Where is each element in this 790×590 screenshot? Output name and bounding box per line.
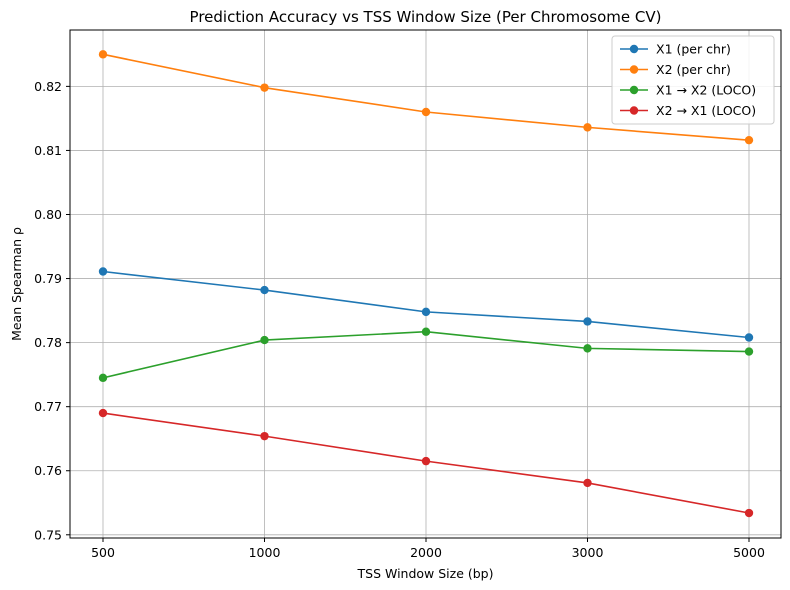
series-group bbox=[98, 267, 754, 342]
axis-ticks: 500 1000 2000 3000 5000 0.75 0.76 0.77 0.78 0.79 0… bbox=[34, 79, 765, 560]
data-point bbox=[744, 135, 754, 145]
data-point bbox=[583, 344, 592, 353]
legend-entry: X1 (per chr) bbox=[620, 42, 731, 57]
x-axis-title: TSS Window Size (bp) bbox=[357, 566, 494, 581]
series-layer bbox=[98, 50, 754, 518]
legend-label: X2 → X1 (LOCO) bbox=[656, 103, 756, 118]
series-group bbox=[98, 408, 754, 518]
data-point bbox=[260, 335, 269, 345]
data-point bbox=[98, 50, 108, 59]
data-point bbox=[744, 508, 754, 518]
chart-title: Prediction Accuracy vs TSS Window Size (… bbox=[190, 8, 662, 26]
data-point bbox=[260, 431, 269, 441]
x-tick-label: 500 bbox=[91, 545, 115, 560]
y-axis-title: Mean Spearman ρ bbox=[9, 227, 24, 341]
legend-label: X1 → X2 (LOCO) bbox=[656, 83, 756, 98]
legend-label: X1 (per chr) bbox=[656, 42, 731, 57]
y-tick-label: 0.81 bbox=[34, 143, 62, 158]
data-point bbox=[583, 317, 592, 326]
legend-marker bbox=[629, 44, 639, 54]
data-point bbox=[98, 408, 108, 418]
y-tick-label: 0.82 bbox=[34, 79, 62, 94]
legend-entry: X1 → X2 (LOCO) bbox=[620, 83, 756, 98]
x-tick-label: 3000 bbox=[572, 545, 604, 560]
data-point bbox=[98, 373, 108, 383]
series-group bbox=[98, 327, 754, 383]
data-point bbox=[421, 307, 431, 317]
legend-marker bbox=[629, 106, 639, 115]
data-point bbox=[260, 285, 269, 295]
y-tick-label: 0.79 bbox=[34, 271, 62, 286]
data-point bbox=[98, 267, 108, 276]
data-point bbox=[421, 456, 431, 466]
y-tick-label: 0.77 bbox=[34, 399, 62, 414]
legend-entry: X2 → X1 (LOCO) bbox=[620, 103, 756, 118]
data-point bbox=[744, 333, 754, 342]
legend-label: X2 (per chr) bbox=[656, 62, 731, 77]
legend-marker bbox=[629, 85, 639, 95]
data-point bbox=[260, 83, 269, 92]
data-point bbox=[583, 123, 592, 132]
series-group bbox=[98, 50, 754, 145]
legend-frame bbox=[611, 35, 775, 125]
legend-entry: X2 (per chr) bbox=[620, 62, 731, 77]
x-tick-label: 5000 bbox=[733, 545, 765, 560]
y-tick-label: 0.80 bbox=[34, 207, 62, 222]
data-point bbox=[421, 327, 431, 336]
legend: X1 (per chr) X2 (per chr) X1 → X2 (LOCO) X2… bbox=[611, 35, 775, 125]
legend-marker bbox=[629, 65, 639, 74]
y-tick-label: 0.76 bbox=[34, 463, 62, 478]
x-tick-label: 1000 bbox=[249, 545, 281, 560]
x-tick-label: 2000 bbox=[410, 545, 442, 560]
data-point bbox=[583, 478, 592, 488]
y-tick-label: 0.75 bbox=[34, 527, 62, 542]
y-tick-label: 0.78 bbox=[34, 335, 62, 350]
data-point bbox=[421, 107, 431, 117]
data-point bbox=[744, 347, 754, 356]
